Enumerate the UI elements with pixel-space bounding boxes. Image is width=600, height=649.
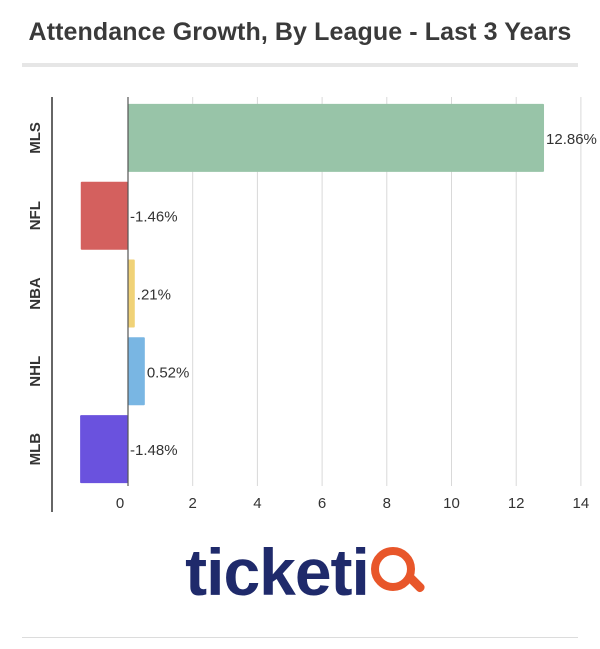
x-tick-label: 8	[383, 495, 391, 512]
data-label: .21%	[137, 287, 171, 304]
footer-divider	[22, 637, 578, 638]
category-label: NBA	[27, 277, 44, 310]
x-tick-label: 12	[508, 495, 525, 512]
x-tick-label: 0	[116, 495, 124, 512]
logo-wordmark: ticketi	[185, 534, 370, 609]
bar-nba	[128, 259, 135, 328]
data-label: -1.48%	[130, 442, 178, 459]
category-label: MLB	[27, 433, 44, 466]
x-tick-label: 6	[318, 495, 326, 512]
labels: 12.86% MLS -1.46% NFL .21% NBA 0.52% NHL -1.48% M…	[27, 122, 597, 512]
x-tick-label: 4	[253, 495, 261, 512]
x-tick-label: 2	[189, 495, 197, 512]
bar-chart: 12.86% MLS -1.46% NFL .21% NBA 0.52% NHL -1.48% M…	[27, 97, 597, 512]
data-label: 0.52%	[147, 364, 190, 381]
magnifier-q-icon	[370, 539, 427, 595]
bar-mlb	[80, 415, 128, 484]
x-tick-label: 14	[573, 495, 590, 512]
chart-title: Attendance Growth, By League - Last 3 Ye…	[28, 18, 572, 46]
bars	[80, 103, 545, 484]
data-label: -1.46%	[130, 209, 178, 226]
ticketiq-logo: ticketi	[0, 528, 600, 610]
bar-nhl	[128, 337, 145, 406]
bar-mls	[128, 103, 545, 172]
title-divider	[22, 63, 578, 67]
category-label: NHL	[27, 356, 44, 387]
category-label: MLS	[27, 122, 44, 154]
data-label: 12.86%	[546, 131, 597, 148]
axes	[51, 97, 129, 512]
bar-nfl	[80, 181, 128, 250]
category-label: NFL	[27, 201, 44, 230]
x-tick-label: 10	[443, 495, 460, 512]
